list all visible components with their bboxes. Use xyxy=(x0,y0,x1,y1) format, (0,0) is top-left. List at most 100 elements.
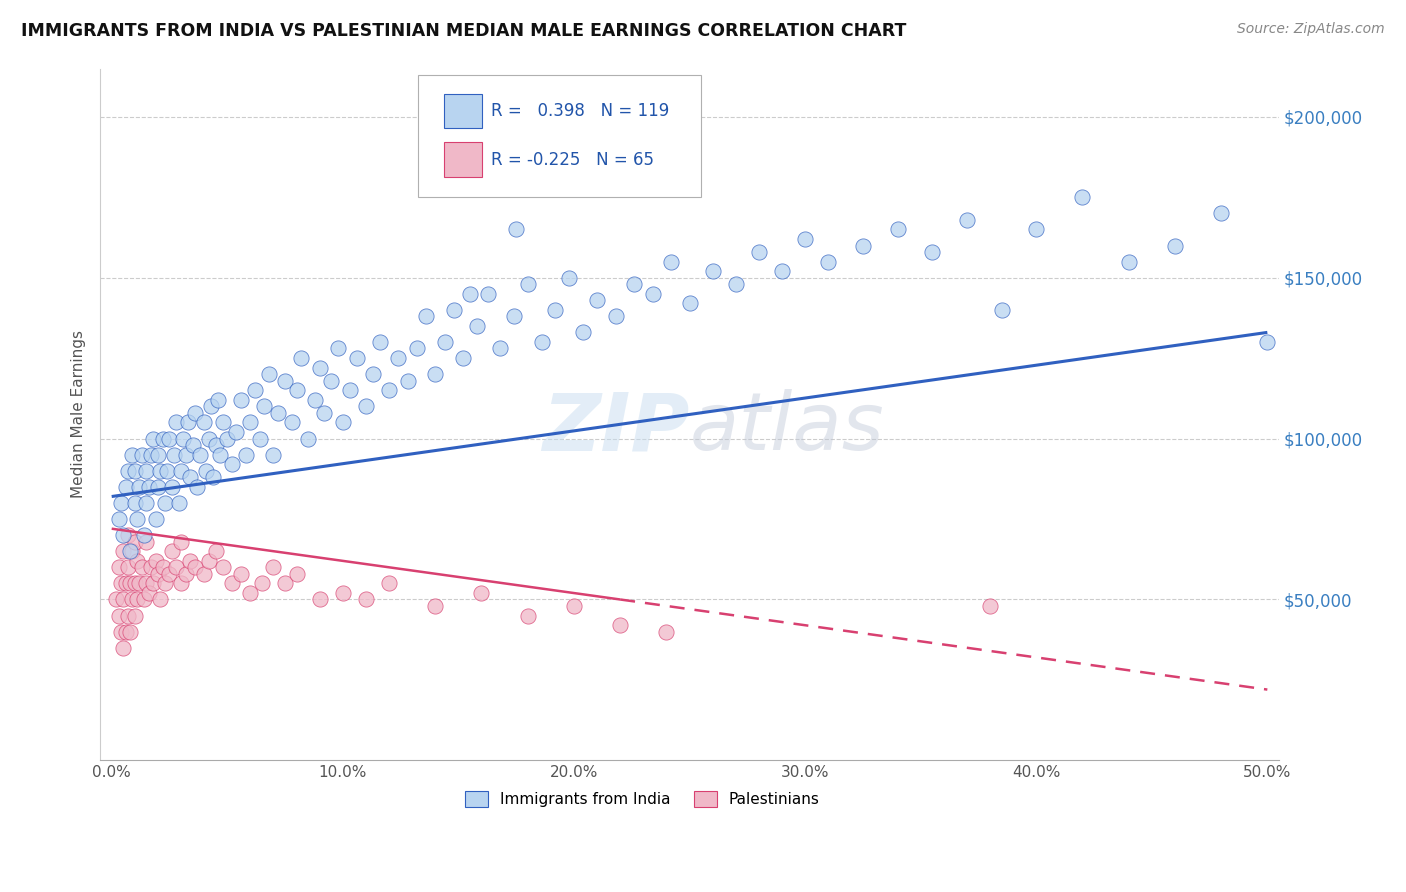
Point xyxy=(641,286,664,301)
Point xyxy=(204,544,226,558)
Point xyxy=(207,392,229,407)
Point xyxy=(135,496,157,510)
Point xyxy=(200,400,222,414)
Point xyxy=(285,566,308,581)
Point xyxy=(120,624,142,639)
Point xyxy=(235,448,257,462)
Text: ZIP: ZIP xyxy=(543,389,689,467)
Point xyxy=(659,254,682,268)
Point xyxy=(308,360,330,375)
Point xyxy=(250,576,273,591)
Point xyxy=(121,448,143,462)
Point xyxy=(470,586,492,600)
Point xyxy=(152,560,174,574)
Point xyxy=(956,212,979,227)
Point xyxy=(145,554,167,568)
Point xyxy=(181,438,204,452)
Point xyxy=(149,464,172,478)
Point xyxy=(263,448,285,462)
Point xyxy=(124,534,146,549)
Point xyxy=(249,432,271,446)
Point xyxy=(177,416,200,430)
Point xyxy=(852,238,875,252)
Point xyxy=(748,244,770,259)
Point xyxy=(121,544,143,558)
Point xyxy=(138,586,160,600)
Point xyxy=(489,342,512,356)
Text: atlas: atlas xyxy=(689,389,884,467)
Point xyxy=(174,566,197,581)
Point xyxy=(794,232,817,246)
Point xyxy=(170,464,193,478)
Point xyxy=(530,334,553,349)
Text: R = -0.225   N = 65: R = -0.225 N = 65 xyxy=(492,151,654,169)
Point xyxy=(1071,190,1094,204)
FancyBboxPatch shape xyxy=(419,76,702,196)
Point xyxy=(159,566,181,581)
Point xyxy=(127,512,149,526)
Point xyxy=(193,416,215,430)
Point xyxy=(110,624,132,639)
Point xyxy=(188,448,211,462)
Point xyxy=(167,496,190,510)
Point xyxy=(124,464,146,478)
Point xyxy=(702,264,724,278)
Point xyxy=(229,566,252,581)
Point xyxy=(477,286,499,301)
Point xyxy=(142,576,165,591)
Point xyxy=(132,528,155,542)
Point xyxy=(225,425,247,439)
Point xyxy=(655,624,678,639)
Point xyxy=(179,470,201,484)
Point xyxy=(562,599,585,613)
Bar xyxy=(444,95,482,128)
Point xyxy=(263,560,285,574)
Y-axis label: Median Male Earnings: Median Male Earnings xyxy=(72,330,86,499)
Point xyxy=(229,392,252,407)
Point xyxy=(314,406,336,420)
Point xyxy=(160,480,183,494)
Point xyxy=(117,608,139,623)
Point xyxy=(921,244,943,259)
Point xyxy=(239,416,262,430)
Point xyxy=(139,448,162,462)
Point xyxy=(321,374,343,388)
Point xyxy=(170,534,193,549)
Point xyxy=(105,592,128,607)
Point xyxy=(211,560,233,574)
Point xyxy=(387,351,409,365)
Point xyxy=(396,374,419,388)
Legend: Immigrants from India, Palestinians: Immigrants from India, Palestinians xyxy=(457,784,827,815)
Point xyxy=(153,496,176,510)
Point xyxy=(120,544,142,558)
Point xyxy=(257,368,280,382)
Point xyxy=(1211,206,1233,220)
Point xyxy=(274,576,297,591)
Point xyxy=(121,592,143,607)
Point xyxy=(117,464,139,478)
Point xyxy=(195,464,218,478)
Point xyxy=(572,326,595,340)
Point xyxy=(124,496,146,510)
Point xyxy=(623,277,645,292)
Point xyxy=(267,406,290,420)
Point xyxy=(131,560,153,574)
Point xyxy=(120,576,142,591)
Point xyxy=(132,592,155,607)
Point xyxy=(609,618,631,632)
Point xyxy=(211,416,233,430)
Point xyxy=(145,512,167,526)
Point xyxy=(361,368,384,382)
Point xyxy=(197,432,219,446)
Point xyxy=(339,384,361,398)
Point xyxy=(149,592,172,607)
Point xyxy=(368,334,391,349)
Point xyxy=(124,576,146,591)
Point xyxy=(1118,254,1140,268)
Point xyxy=(114,480,136,494)
Point xyxy=(114,624,136,639)
Point xyxy=(131,448,153,462)
Point xyxy=(146,480,169,494)
Point xyxy=(1256,334,1278,349)
Point xyxy=(990,302,1012,317)
